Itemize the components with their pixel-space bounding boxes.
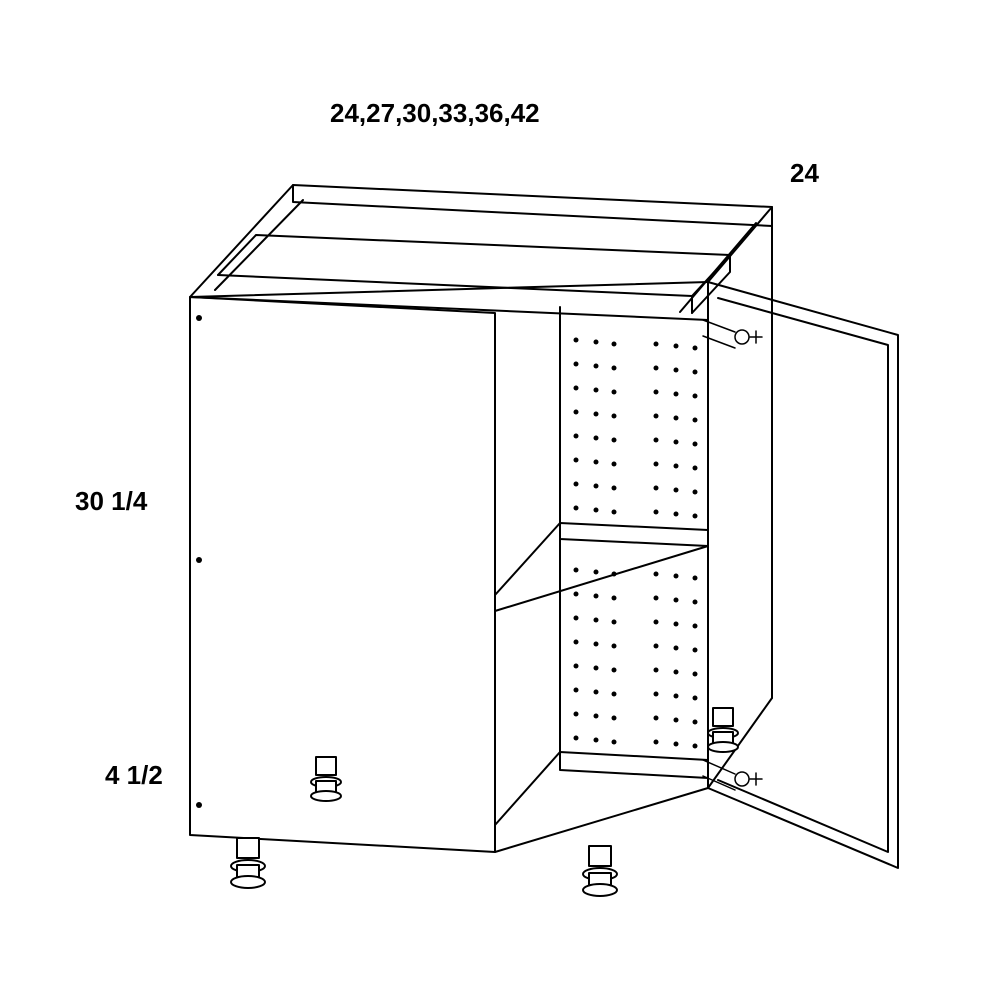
cabinet-diagram-svg [0, 0, 1000, 1000]
dimension-width-label: 24,27,30,33,36,42 [330, 98, 540, 129]
dimension-toekick-label: 4 1/2 [105, 760, 163, 791]
dimension-height-label: 30 1/4 [75, 486, 147, 517]
dimension-depth-label: 24 [790, 158, 819, 189]
